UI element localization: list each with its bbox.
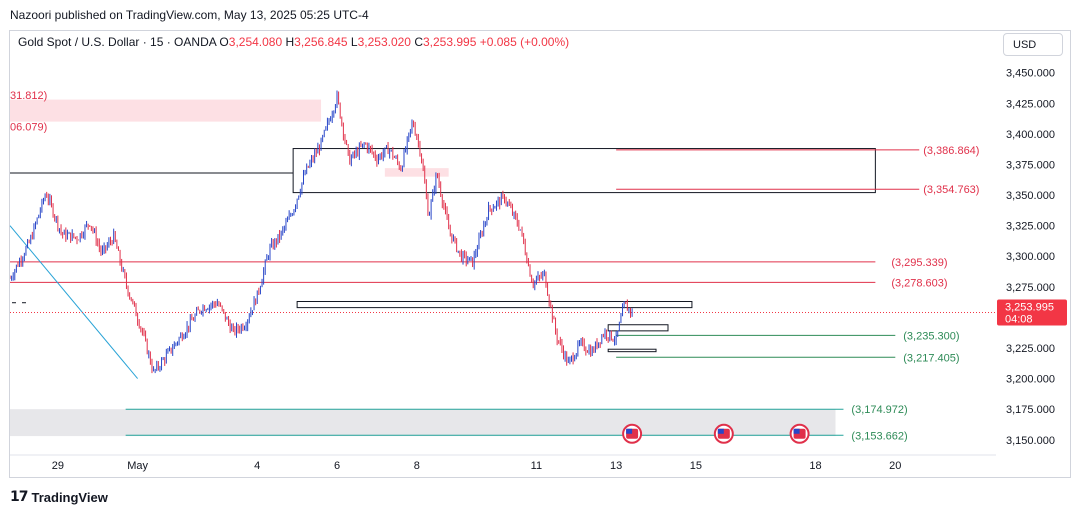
candles-group: [10, 90, 633, 374]
y-tick-label: 3,350.000: [1006, 190, 1055, 202]
zone-price-label: 06.079): [10, 121, 47, 133]
zone-price-label: 31.812): [10, 90, 47, 102]
us-flag-event-icon: [717, 428, 724, 434]
ohlc-legend: Gold Spot / U.S. Dollar · 15 · OANDA O3,…: [18, 35, 569, 49]
x-tick-label: 4: [254, 460, 260, 472]
footer-brand: 17 TradingView: [10, 489, 108, 505]
resistance-label: (3,386.864): [923, 145, 979, 157]
brand-name: TradingView: [31, 489, 108, 505]
supply-zone-small: [384, 168, 449, 177]
y-tick-label: 3,175.000: [1006, 404, 1055, 416]
x-tick-label: May: [127, 460, 148, 472]
close-key: C: [414, 35, 423, 49]
us-flag-event-icon: [626, 428, 633, 434]
support-label: (3,174.972): [851, 404, 907, 416]
y-tick-label: 3,325.000: [1006, 221, 1055, 233]
y-tick-label: 3,450.000: [1006, 68, 1055, 80]
y-tick-label: 3,425.000: [1006, 98, 1055, 110]
us-flag-event-icon: [793, 428, 800, 434]
support-label: (3,153.662): [851, 430, 907, 442]
x-tick-label: 13: [610, 460, 622, 472]
x-tick-label: 11: [531, 460, 542, 472]
rectangle-box-upper: [292, 148, 876, 194]
resistance-label: (3,278.603): [891, 277, 947, 289]
high-key: H: [285, 35, 295, 49]
current-price-tag: [997, 299, 1067, 326]
x-tick-label: 20: [889, 460, 901, 472]
high-value: 3,256.845: [294, 35, 348, 49]
rectangle-box-small-1: [607, 324, 669, 332]
x-tick-label: 29: [52, 460, 64, 472]
x-tick-label: 18: [809, 460, 821, 472]
x-tick-label: 15: [690, 460, 702, 472]
change-value: +0.085 (+0.00%): [479, 35, 570, 49]
y-tick-label: 3,200.000: [1006, 374, 1055, 386]
y-tick-label: 3,150.000: [1006, 435, 1055, 447]
y-tick-label: 3,400.000: [1006, 129, 1055, 141]
currency-button[interactable]: USD: [1003, 33, 1063, 56]
resistance-label: (3,295.339): [891, 257, 947, 269]
y-tick-label: 3,225.000: [1006, 343, 1055, 355]
chart-frame: [9, 30, 1071, 478]
rectangle-box-small-2: [607, 348, 657, 353]
y-tick-label: 3,300.000: [1006, 251, 1055, 263]
low-value: 3,253.020: [357, 35, 411, 49]
y-tick-label: 3,375.000: [1006, 159, 1055, 171]
resistance-label: (3,354.763): [923, 184, 979, 196]
x-tick-label: 8: [414, 460, 420, 472]
trend-line: [9, 225, 138, 379]
rectangle-box-mid: [296, 300, 693, 309]
open-value: 3,254.080: [228, 35, 283, 49]
demand-zone-gray: [10, 409, 836, 437]
x-tick-label: 6: [334, 460, 340, 472]
tradingview-logo-icon: 17: [10, 489, 29, 505]
symbol-label: Gold Spot / U.S. Dollar · 15 · OANDA: [18, 35, 217, 49]
publisher-header: Nazoori published on TradingView.com, Ma…: [10, 8, 369, 22]
price-countdown: 04:08: [1005, 314, 1033, 326]
support-label: (3,217.405): [903, 352, 959, 364]
current-price-label: 3,253.995: [1005, 302, 1054, 314]
low-key: L: [350, 35, 358, 49]
supply-zone-top: [10, 99, 322, 122]
support-label: (3,235.300): [903, 330, 959, 342]
open-key: O: [219, 35, 229, 49]
y-tick-label: 3,275.000: [1006, 282, 1055, 294]
close-value: 3,253.995: [423, 35, 477, 49]
